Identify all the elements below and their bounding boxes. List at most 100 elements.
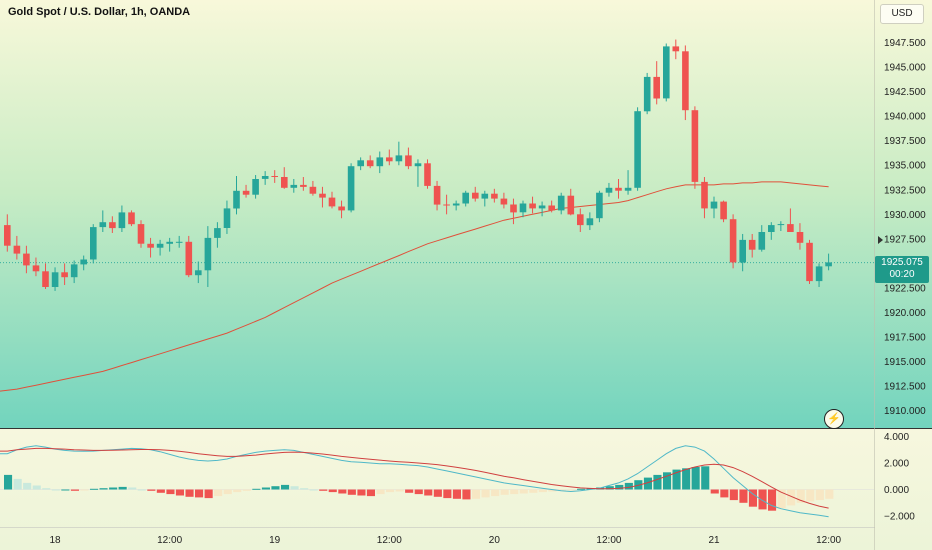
candle[interactable] [147, 237, 154, 258]
candle[interactable] [13, 235, 21, 260]
candle[interactable] [23, 245, 30, 274]
candle[interactable] [328, 191, 336, 209]
candle[interactable] [739, 233, 746, 272]
candle[interactable] [710, 196, 718, 219]
candle[interactable] [252, 175, 259, 199]
candle[interactable] [281, 167, 288, 189]
candle[interactable] [4, 214, 11, 252]
candle[interactable] [452, 200, 460, 211]
candle[interactable] [175, 235, 183, 248]
candle-body [500, 198, 508, 205]
candle[interactable] [42, 263, 49, 289]
candle[interactable] [347, 163, 355, 213]
candle[interactable] [758, 225, 766, 252]
lightning-icon[interactable]: ⚡ [824, 409, 844, 429]
candle[interactable] [99, 210, 107, 233]
candle[interactable] [319, 186, 326, 208]
candle[interactable] [691, 106, 699, 189]
macd-axis[interactable]: 4.000 2.000 0.000 −2.000 [884, 432, 915, 523]
candle[interactable] [233, 176, 240, 215]
candle[interactable] [357, 157, 364, 171]
candle[interactable] [185, 235, 193, 278]
candle[interactable] [472, 186, 479, 202]
candle[interactable] [557, 192, 565, 215]
time-axis[interactable]: 18 12:00 19 12:00 20 12:00 21 12:00 [49, 535, 841, 546]
candle[interactable] [538, 201, 546, 217]
candle[interactable] [548, 200, 555, 213]
candle[interactable] [596, 190, 603, 223]
candle[interactable] [290, 178, 298, 193]
candle-body [70, 264, 78, 278]
candle[interactable] [109, 216, 116, 233]
candle[interactable] [729, 214, 737, 269]
candle[interactable] [51, 267, 59, 291]
candle[interactable] [682, 45, 689, 121]
candle[interactable] [214, 222, 221, 248]
macd-pane[interactable] [0, 445, 874, 518]
candle[interactable] [70, 260, 78, 284]
candle[interactable] [366, 155, 374, 169]
candle[interactable] [309, 180, 317, 196]
candle[interactable] [510, 198, 517, 225]
candle[interactable] [634, 107, 641, 191]
currency-button[interactable]: USD [880, 4, 924, 24]
candle[interactable] [796, 223, 804, 250]
candle[interactable] [643, 72, 651, 115]
candle[interactable] [529, 196, 536, 214]
candle[interactable] [376, 151, 384, 174]
candle[interactable] [433, 180, 441, 211]
candle[interactable] [615, 178, 622, 199]
candle[interactable] [500, 192, 508, 209]
candle[interactable] [481, 190, 489, 207]
candle[interactable] [166, 237, 173, 252]
candle[interactable] [137, 220, 145, 248]
candle[interactable] [395, 141, 403, 166]
candle[interactable] [491, 188, 498, 203]
candle[interactable] [128, 210, 135, 227]
candle[interactable] [242, 184, 250, 198]
candle[interactable] [338, 200, 345, 219]
candle[interactable] [118, 205, 126, 233]
candle[interactable] [204, 226, 212, 287]
candle[interactable] [386, 149, 393, 166]
candle[interactable] [271, 170, 278, 183]
candle[interactable] [300, 177, 307, 191]
candle[interactable] [405, 147, 412, 170]
candle[interactable] [672, 39, 680, 60]
candle[interactable] [701, 177, 708, 219]
price-axis[interactable]: 1947.500 1945.000 1942.500 1940.000 1937.500… [878, 38, 926, 417]
candle[interactable] [32, 257, 40, 277]
candle-body [23, 253, 30, 266]
candle[interactable] [663, 43, 670, 102]
candle[interactable] [223, 200, 231, 234]
candle[interactable] [519, 200, 527, 218]
candle[interactable] [414, 159, 422, 187]
candle[interactable] [443, 194, 450, 215]
candle[interactable] [653, 61, 660, 105]
candle-body [634, 111, 641, 188]
candle[interactable] [462, 190, 469, 207]
main-price-pane[interactable] [0, 39, 874, 392]
candle[interactable] [787, 208, 794, 232]
candle[interactable] [720, 200, 727, 223]
candle[interactable] [768, 222, 775, 240]
candle[interactable] [261, 171, 269, 185]
candle[interactable] [195, 261, 202, 284]
candle[interactable] [825, 253, 832, 271]
candle[interactable] [577, 208, 584, 233]
candle[interactable] [567, 188, 575, 216]
candle[interactable] [61, 263, 68, 286]
candle[interactable] [815, 263, 823, 287]
candle[interactable] [624, 170, 632, 195]
candle[interactable] [777, 221, 785, 232]
candle[interactable] [806, 239, 813, 285]
symbol-title[interactable]: Gold Spot / U.S. Dollar, 1h, OANDA [8, 6, 191, 18]
candle[interactable] [156, 239, 164, 256]
candle[interactable] [90, 224, 97, 264]
candle[interactable] [748, 233, 756, 258]
candle[interactable] [586, 212, 594, 231]
candle[interactable] [424, 159, 431, 189]
candle[interactable] [80, 255, 87, 271]
candle[interactable] [605, 182, 613, 197]
